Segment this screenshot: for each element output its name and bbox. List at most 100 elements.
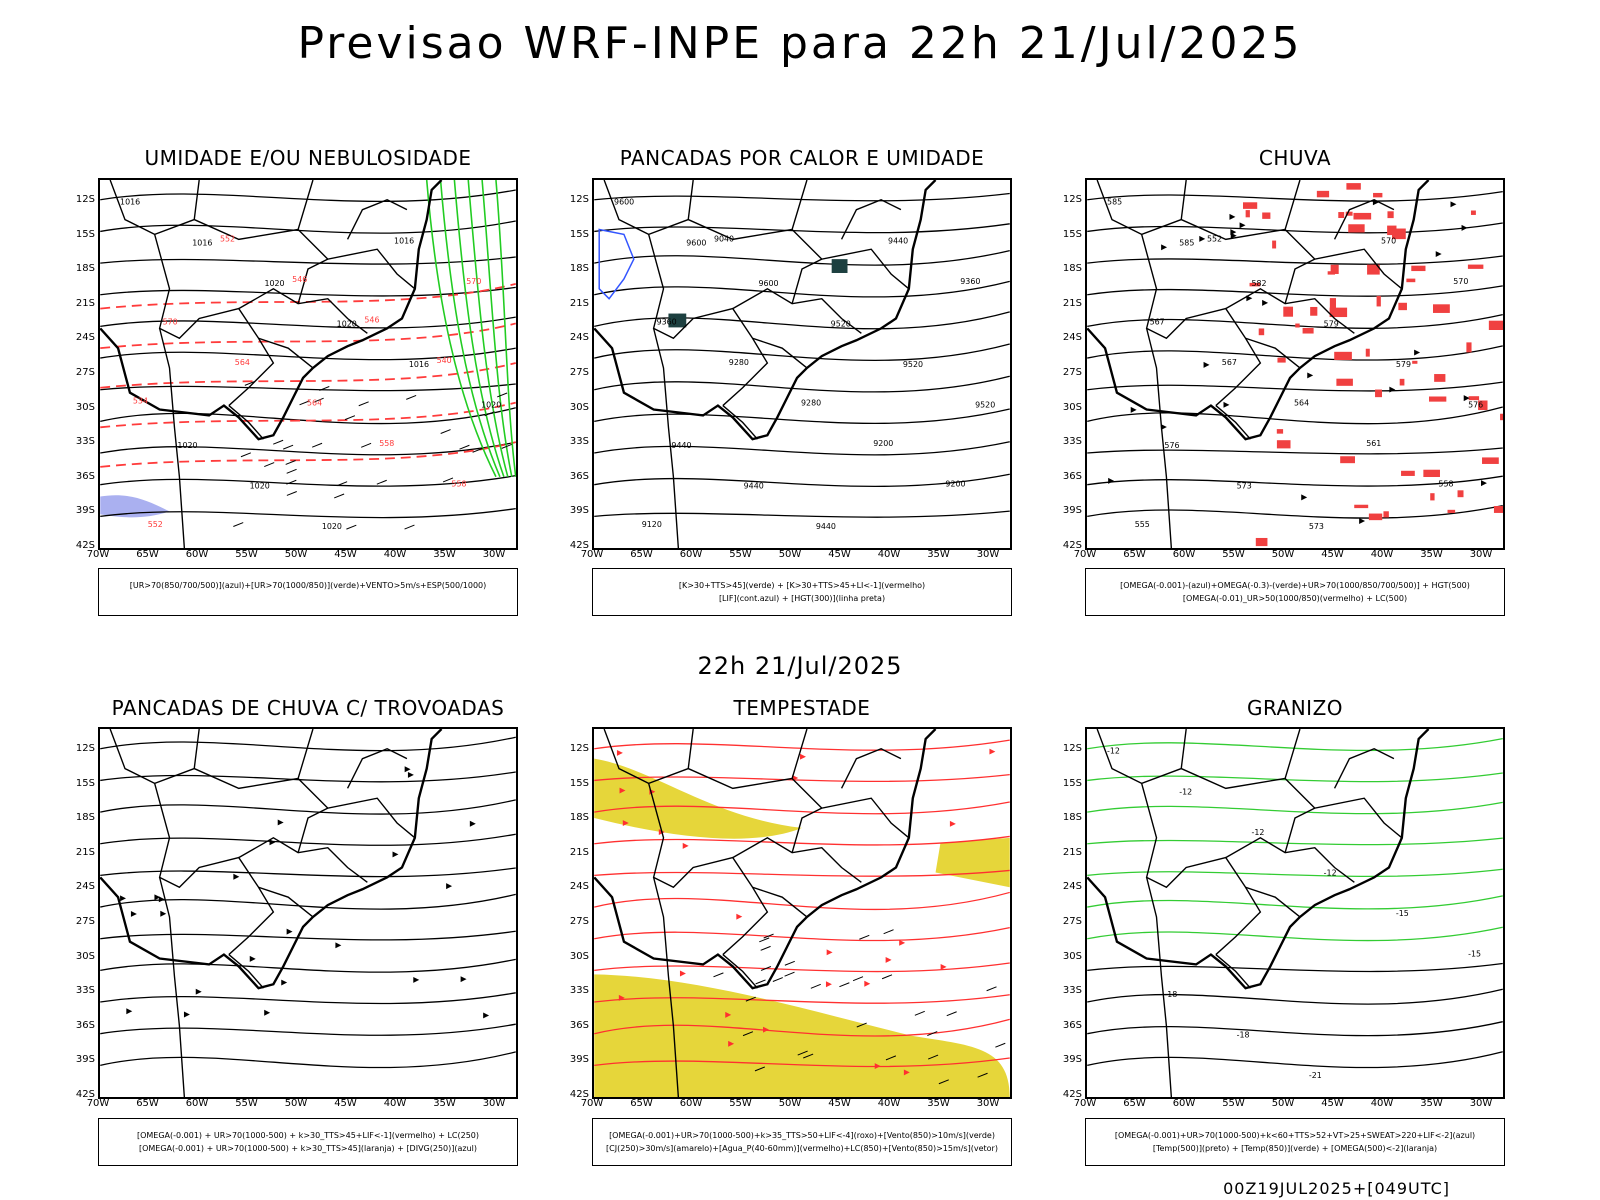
state-border <box>1245 886 1301 918</box>
state-border <box>1245 337 1301 369</box>
contour-line <box>1087 381 1503 392</box>
longitude-tick-label: 35W <box>433 1098 456 1109</box>
streamline-arrow <box>1359 518 1366 524</box>
rain-area <box>1401 470 1415 476</box>
wind-vector <box>285 460 296 465</box>
state-border <box>1096 729 1187 785</box>
latitude-tick-label: 12S <box>569 743 589 754</box>
contour-label: 1016 <box>120 198 140 207</box>
longitude-tick-label: 55W <box>235 549 258 560</box>
wind-vector <box>883 929 894 935</box>
state-border <box>1333 748 1395 789</box>
longitude-tick-label: 60W <box>185 1098 209 1109</box>
state-border <box>153 783 275 956</box>
contour-label: 558 <box>379 439 394 448</box>
streamline-arrow <box>826 949 833 956</box>
state-border <box>346 199 408 240</box>
contour-line <box>1087 868 1503 878</box>
contour-label: 579 <box>1396 360 1411 369</box>
longitude-tick-label: 70W <box>580 549 604 560</box>
state-border <box>752 886 808 918</box>
latitude-tick-label: 30S <box>1062 401 1082 413</box>
state-border <box>652 328 680 548</box>
map-panel[interactable]: -12 -12 -12 -12 -15 -15 -18 -18 -21 <box>1085 727 1505 1099</box>
contour-label: 558 <box>1438 480 1453 489</box>
latitude-tick-label: 30S <box>569 401 589 413</box>
contour-label: 564 <box>307 399 322 408</box>
contour-label: 555 <box>1135 520 1150 529</box>
state-border <box>1284 807 1316 853</box>
longitude-tick-label: 50W <box>1271 1098 1295 1109</box>
longitude-tick-label: 45W <box>1321 1098 1344 1109</box>
contour-line <box>100 833 516 846</box>
contour-line <box>1087 406 1503 425</box>
rain-area <box>1354 504 1369 509</box>
streamline-arrow <box>195 988 202 995</box>
contour-line <box>1087 285 1503 297</box>
streamline-arrow <box>1161 244 1168 251</box>
rain-area <box>1500 413 1503 421</box>
streamline-arrow <box>1463 395 1470 402</box>
rain-area <box>1336 378 1353 386</box>
wind-vector <box>497 392 508 398</box>
rain-area <box>1466 342 1472 353</box>
rain-area <box>1365 348 1370 357</box>
wind-vector <box>406 394 417 400</box>
contour-line <box>1087 837 1503 846</box>
contour-label: 9200 <box>873 439 893 448</box>
humidity-contour <box>495 180 516 477</box>
map-panel[interactable]: 585 585 582 579 579 576 576 573 573 570 570 567 567 5… <box>1085 178 1505 550</box>
legend-line: [OMEGA(-0.001)-(azul)+OMEGA(-0.3)-(verde… <box>1120 581 1470 590</box>
streamline-arrow <box>269 839 276 846</box>
state-border <box>158 877 186 1097</box>
map-panel[interactable]: 1016 1016 1020 1020 1016 1020 1020 1020 1020 1016… <box>98 178 518 550</box>
contour-label: 552 <box>1207 234 1222 243</box>
longitude-tick-label: 55W <box>729 1098 752 1109</box>
streamline-arrow <box>899 939 906 946</box>
rain-area <box>1249 282 1261 287</box>
map-panel[interactable] <box>592 727 1012 1099</box>
streamline-arrow <box>469 820 476 827</box>
state-border <box>732 837 862 883</box>
latitude-tick-label: 36S <box>569 1019 589 1031</box>
streamline-arrow <box>407 771 414 778</box>
rain-area <box>1432 304 1450 313</box>
map-panel[interactable]: 9600 9600 9600 9520 9520 9520 9440 9440 9440 9440… <box>592 178 1012 550</box>
wind-vector <box>713 972 724 978</box>
thickness-contour <box>100 441 516 468</box>
streamline-arrow <box>682 842 689 849</box>
streamline-arrow <box>154 894 161 901</box>
state-border <box>791 228 910 290</box>
humidity-contour <box>467 180 509 477</box>
contour-label: 9440 <box>744 482 764 491</box>
wind-vector <box>928 1054 939 1060</box>
wind-vector <box>881 974 893 980</box>
state-border <box>603 180 694 236</box>
map-panel[interactable] <box>98 727 518 1099</box>
longitude-tick-label: 35W <box>1420 1098 1443 1109</box>
contour-line <box>594 835 1010 846</box>
contour-label: 570 <box>466 277 481 286</box>
contour-label: 546 <box>292 275 307 284</box>
contour-label: 9120 <box>642 520 662 529</box>
wind-vector <box>760 945 771 951</box>
rain-area <box>1316 190 1330 198</box>
streamline-arrow <box>618 994 625 1001</box>
state-border <box>238 837 368 883</box>
rain-area <box>1262 212 1271 219</box>
contour-line <box>594 510 1010 518</box>
wind-vector <box>361 442 372 448</box>
streamline-arrow <box>1262 299 1269 306</box>
latitude-tick-label: 33S <box>75 436 95 448</box>
latitude-tick-label: 18S <box>1062 263 1082 275</box>
state-border <box>1225 837 1355 883</box>
longitude-tick-label: 55W <box>1222 549 1245 560</box>
contour-label: 9440 <box>816 522 836 531</box>
rain-area <box>1392 228 1406 240</box>
rain-area <box>1434 374 1446 382</box>
contour-label: 1020 <box>337 319 357 328</box>
longitude-tick-label: 50W <box>778 549 802 560</box>
longitude-tick-label: 35W <box>927 1098 950 1109</box>
latitude-tick-label: 24S <box>75 332 95 344</box>
longitude-tick-label: 55W <box>1222 1098 1245 1109</box>
